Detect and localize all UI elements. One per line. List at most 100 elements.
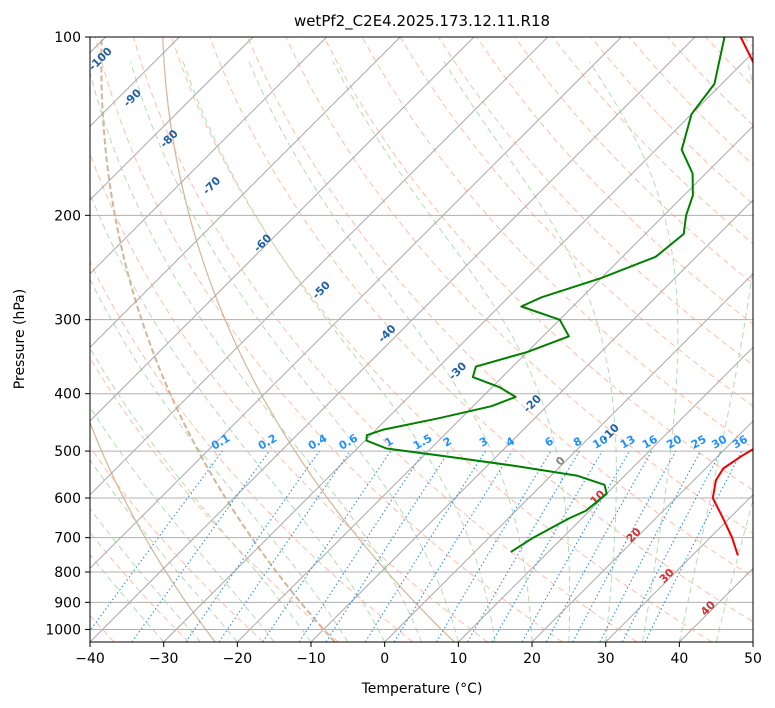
x-tick-label: 0: [380, 651, 389, 667]
isotherm: [90, 37, 549, 496]
isotherm: [163, 51, 753, 642]
x-tick-label: −10: [296, 651, 326, 667]
mixing-ratio-label: 0.2: [256, 432, 279, 453]
moist-adiabat: [588, 61, 679, 642]
dry-adiabat: [285, 37, 753, 535]
moist-adiabats: [90, 61, 753, 642]
x-tick-label: −40: [75, 651, 105, 667]
dry-adiabat: [476, 37, 753, 325]
dewpoint-trace: [365, 37, 726, 553]
isotherm-label: 30: [657, 566, 677, 586]
mixing-ratio-line: [521, 450, 630, 642]
mixing-ratio-line: [435, 450, 552, 642]
x-tick-label: −30: [149, 651, 179, 667]
dry-adiabat: [132, 37, 638, 642]
chart-title: wetPf2_C2E4.2025.173.12.11.R18: [294, 12, 550, 31]
isotherm: [531, 420, 753, 642]
moist-adiabat: [90, 507, 201, 642]
dry-adiabat: [552, 37, 753, 245]
isotherm: [90, 37, 328, 275]
dry-adiabat: [437, 37, 753, 366]
y-tick-label: 1000: [45, 622, 81, 638]
y-axis-label: Pressure (hPa): [12, 289, 28, 389]
dry-adiabat: [743, 37, 753, 48]
y-tick-label: 400: [54, 387, 81, 403]
mixing-ratio-line: [644, 450, 743, 642]
isotherm: [679, 567, 753, 642]
theta-e-curve: [90, 420, 216, 642]
y-tick-label: 300: [54, 313, 81, 329]
mixing-ratio-line: [185, 450, 320, 642]
mixing-ratio-line: [545, 450, 653, 642]
isotherm: [90, 37, 622, 570]
dry-adiabat: [209, 37, 753, 623]
mixing-ratio-label: 1.5: [411, 432, 434, 453]
isotherm: [605, 493, 753, 642]
mixing-ratio-label: 25: [689, 433, 709, 452]
isotherm: [752, 641, 753, 642]
mixing-ratio-label: 0.4: [306, 431, 330, 452]
y-tick-label: 600: [54, 491, 81, 507]
mixing-ratio-line: [467, 450, 580, 642]
mixing-ratio-line: [218, 450, 351, 642]
dry-adiabat: [514, 37, 753, 285]
moist-adiabat: [248, 61, 533, 642]
isotherm: [384, 272, 753, 642]
mixing-ratio-label: 16: [640, 432, 660, 451]
dry-adiabat: [94, 37, 563, 642]
dry-adiabat: [90, 260, 414, 642]
dry-adiabat: [247, 37, 753, 578]
moist-adiabat: [443, 61, 617, 642]
mixing-ratio-label: 36: [730, 432, 750, 451]
moist-adiabat: [90, 70, 422, 642]
moist-adiabat: [332, 61, 571, 642]
mixing-ratio-line: [572, 450, 677, 642]
mixing-ratio-label: 2: [441, 435, 454, 450]
moist-adiabat: [90, 553, 165, 642]
mixing-ratio-line: [325, 450, 450, 642]
y-tick-label: 100: [54, 30, 81, 46]
moist-adiabat: [678, 61, 753, 642]
sounding-traces: [365, 37, 753, 556]
isotherm: [236, 125, 753, 642]
dry-adiabat: [666, 37, 753, 126]
y-tick-label: 800: [54, 565, 81, 581]
isotherm: [90, 37, 254, 201]
isotherms: [90, 37, 753, 642]
mixing-ratio-label: 3: [477, 435, 490, 450]
moist-adiabat: [130, 61, 459, 642]
plot-area: 0.1 0.2 0.4 0.6 1 1.5 2 3 4 6 8 10 13 16 20 25 30 36-100-…: [90, 37, 753, 642]
mixing-ratio-label: 20: [664, 432, 684, 451]
dry-adiabat-label: -40: [375, 322, 398, 345]
x-tick-label: 50: [744, 651, 762, 667]
isotherm: [90, 37, 475, 422]
moist-adiabat: [90, 347, 312, 642]
moist-adiabat: [90, 278, 349, 642]
temperature-trace: [711, 37, 753, 556]
dry-adiabat-label: -90: [121, 86, 144, 109]
dry-adiabats: [90, 37, 753, 642]
dry-adiabat-label: -30: [446, 359, 469, 382]
mixing-ratio-label: 13: [618, 433, 638, 452]
theta-e-curves: [90, 37, 455, 642]
y-tick-label: 200: [54, 208, 81, 224]
isotherm: [90, 37, 401, 349]
theta-e-curve: [100, 37, 336, 642]
dry-adiabat-label: -70: [200, 174, 223, 197]
dry-adiabat: [171, 37, 713, 642]
isotherm-label: 40: [698, 598, 718, 618]
isotherm: [457, 346, 753, 642]
x-axis-label: Temperature (°C): [361, 681, 483, 697]
moist-adiabat: [715, 498, 753, 642]
x-tick-label: −20: [223, 651, 253, 667]
plot-frame: [89, 36, 754, 643]
moist-adiabat: [182, 61, 496, 642]
mixing-ratio-line: [298, 450, 425, 642]
moist-adiabat: [90, 459, 238, 642]
mixing-ratio-label: 30: [709, 432, 729, 451]
x-tick-label: 40: [670, 651, 688, 667]
dry-adiabat: [590, 37, 753, 205]
isotherm-label: 20: [624, 525, 644, 545]
dry-adiabat: [90, 152, 488, 642]
moist-adiabat: [90, 192, 386, 642]
